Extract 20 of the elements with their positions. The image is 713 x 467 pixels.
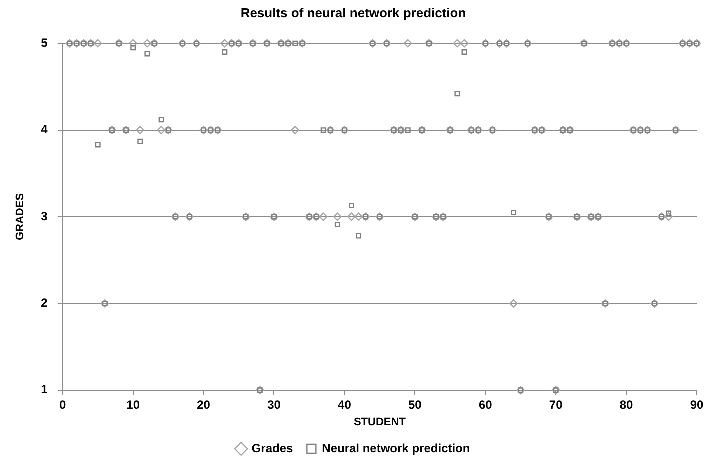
x-tick-label: 60 xyxy=(478,398,493,412)
x-tick-label: 0 xyxy=(60,398,67,412)
y-axis-title: GRADES xyxy=(14,193,27,241)
legend-label: Neural network prediction xyxy=(322,441,470,456)
x-tick-label: 30 xyxy=(268,398,282,412)
x-tick-label: 70 xyxy=(549,398,564,412)
x-tick-label: 50 xyxy=(408,398,422,412)
x-axis-title: STUDENT xyxy=(354,416,406,428)
y-tick-label: 3 xyxy=(41,209,48,224)
y-tick-label: 1 xyxy=(41,382,48,397)
legend-label: Grades xyxy=(252,441,294,456)
y-tick-label: 2 xyxy=(41,296,48,310)
y-tick-label: 4 xyxy=(41,122,48,137)
x-tick-label: 80 xyxy=(620,398,634,412)
x-tick-label: 40 xyxy=(338,398,352,412)
y-tick-label: 5 xyxy=(41,36,48,50)
chart-title: Results of neural network prediction xyxy=(240,5,466,20)
x-tick-label: 90 xyxy=(690,398,704,412)
x-tick-label: 20 xyxy=(197,398,211,412)
x-tick-label: 10 xyxy=(126,398,140,412)
